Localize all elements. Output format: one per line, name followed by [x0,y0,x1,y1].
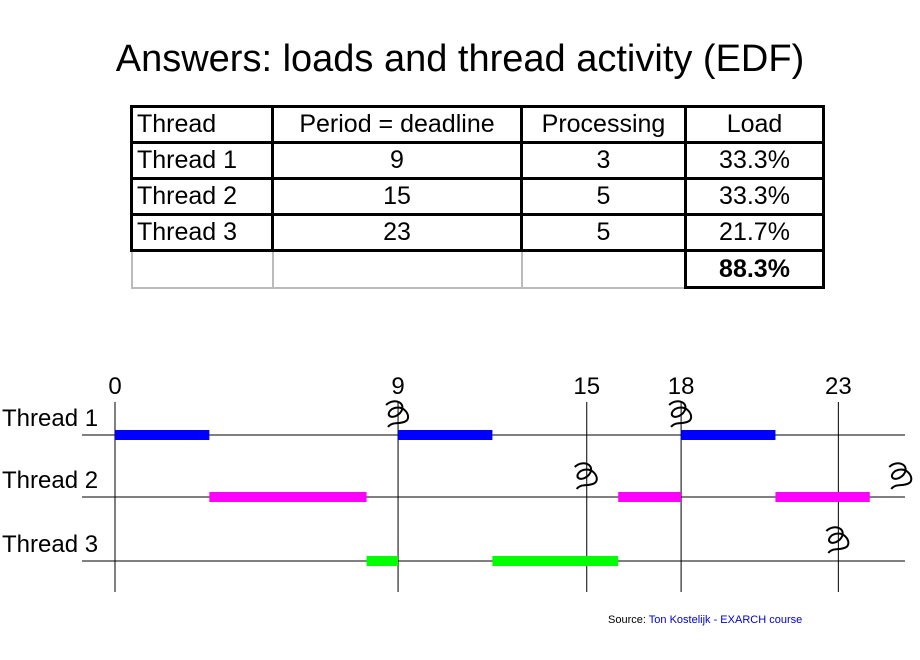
total-cell: 88.3% [684,249,825,289]
header-cell: Processing [520,105,687,144]
header-cell: Period = deadline [271,105,523,144]
deadline-marker [574,462,598,490]
header-cell: Thread [130,105,274,144]
cell: Thread 1 [130,141,274,180]
cell: 3 [520,141,687,180]
activity-bar [775,492,870,502]
cell: Thread 2 [130,177,274,216]
total-row: 88.3% [130,249,825,289]
row: Thread 1 9 3 33.3% [130,141,825,180]
cell: 33.3% [684,177,825,216]
row: Thread 2 15 5 33.3% [130,177,825,216]
activity-bar [492,556,619,566]
deadline-marker [385,400,410,428]
thread-label: Thread 1 [2,405,98,432]
cell: 23 [271,213,523,252]
cell: Thread 3 [130,213,274,252]
empty-cell [271,249,523,289]
cell: 21.7% [684,213,825,252]
activity-bar [398,430,493,440]
time-tick-label: 9 [391,373,404,400]
time-tick-label: 0 [108,373,121,400]
cell: 33.3% [684,141,825,180]
cell: 15 [271,177,523,216]
cell: 9 [271,141,523,180]
activity-bar [115,430,210,440]
source-link: Ton Kostelijk - EXARCH course [648,614,803,626]
header-row: Thread Period = deadline Processing Load [130,105,825,144]
cell: 5 [520,213,687,252]
deadline-marker [825,526,850,554]
time-tick-label: 18 [668,373,695,400]
thread-label: Thread 3 [2,531,98,558]
source-label: Source: [608,614,646,626]
activity-bar [366,556,399,566]
source: Source: Ton Kostelijk - EXARCH course [608,614,802,626]
time-tick-label: 15 [573,373,600,400]
deadline-marker [888,462,913,490]
cell: 5 [520,177,687,216]
load-table: Thread Period = deadline Processing Load… [130,105,825,289]
time-tick-label: 23 [825,373,852,400]
header-cell: Load [684,105,825,144]
thread-label: Thread 2 [2,467,98,494]
activity-bar [681,430,776,440]
empty-cell [520,249,687,289]
timeline: 0 9 15 18 23 Thread 1 Thread 2 Thread 3 [2,373,913,592]
activity-bar [618,492,682,502]
deadline-marker [668,400,693,428]
activity-bar [209,492,367,502]
slide-title: Answers: loads and thread activity (EDF) [115,38,805,80]
row: Thread 3 23 5 21.7% [130,213,825,252]
empty-cell [130,249,274,289]
